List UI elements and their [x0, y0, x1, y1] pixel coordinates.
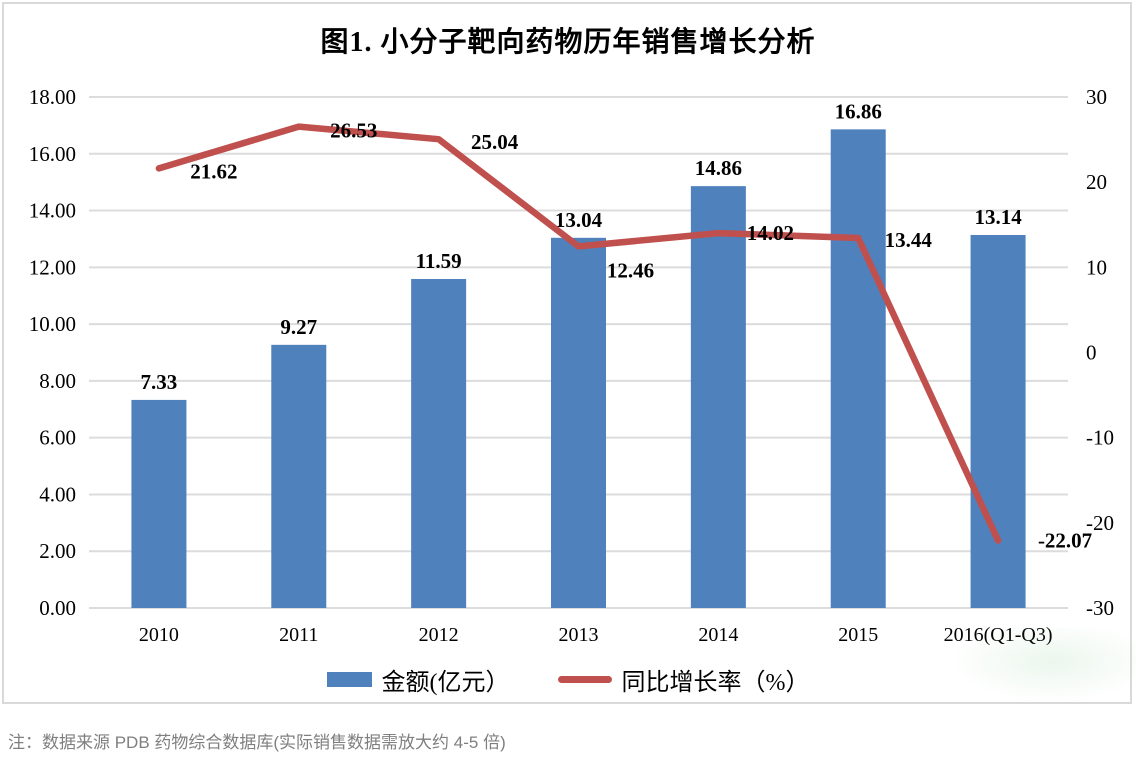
bar-value-label: 13.14: [974, 205, 1022, 229]
right-axis-tick-label: 20: [1086, 170, 1107, 194]
bar: [411, 278, 467, 608]
x-axis-label: 2012: [419, 624, 459, 646]
bar-series-swatch-icon: [326, 671, 372, 687]
line-value-label: 25.04: [471, 130, 519, 154]
data-source-note: 注：数据来源 PDB 药物综合数据库(实际销售数据需放大约 4-5 倍): [8, 733, 506, 752]
right-axis-tick-label: 30: [1086, 85, 1107, 109]
legend-item-growth-rate: 同比增长率（%）: [557, 662, 810, 697]
bar-value-label: 9.27: [280, 315, 317, 339]
bar: [131, 399, 187, 608]
line-value-label: 12.46: [607, 258, 654, 282]
left-axis-tick-label: 14.00: [29, 199, 76, 223]
bar: [690, 186, 746, 608]
left-axis-tick-label: 8.00: [39, 369, 76, 393]
bar: [271, 344, 327, 608]
right-axis-tick-label: -30: [1086, 596, 1114, 620]
left-axis-tick-label: 16.00: [29, 142, 76, 166]
x-axis-label: 2013: [559, 624, 599, 646]
x-axis-label: 2014: [698, 624, 738, 646]
bar: [551, 237, 606, 608]
line-value-label: 14.02: [747, 221, 794, 245]
left-axis-tick-label: 10.00: [29, 312, 76, 336]
chart-title: 图1. 小分子靶向药物历年销售增长分析: [320, 27, 816, 58]
bar-value-label: 7.33: [141, 370, 178, 394]
bar-value-label: 11.59: [416, 249, 462, 273]
right-axis-tick-label: -20: [1086, 511, 1114, 535]
left-axis-tick-label: 0.00: [39, 596, 76, 620]
left-axis-tick-label: 4.00: [39, 482, 76, 506]
line-value-label: -22.07: [1038, 528, 1092, 552]
line-series-swatch-icon: [557, 675, 612, 683]
bar: [830, 129, 886, 608]
left-axis-tick-label: 2.00: [39, 539, 76, 563]
x-axis-label: 2015: [838, 624, 878, 646]
x-axis-label: 2011: [279, 624, 318, 646]
right-axis-tick-label: -10: [1086, 426, 1114, 450]
bar: [970, 234, 1026, 608]
bar-value-label: 16.86: [835, 99, 882, 123]
left-axis-tick-label: 6.00: [39, 426, 76, 450]
line-value-label: 13.44: [885, 228, 933, 252]
line-value-label: 26.53: [330, 119, 377, 143]
bar-value-label: 14.86: [695, 156, 742, 180]
line-value-label: 21.62: [190, 159, 237, 183]
growth-rate-line: [155, 123, 1002, 544]
legend-label-growth-rate: 同比增长率（%）: [621, 669, 810, 696]
bar-value-label: 13.04: [555, 208, 603, 232]
x-axis-label: 2016(Q1-Q3): [944, 624, 1053, 646]
right-axis-tick-label: 10: [1086, 255, 1107, 279]
right-axis-tick-label: 0: [1086, 341, 1097, 365]
legend-item-amount: 金额(亿元）: [326, 662, 510, 697]
left-axis-tick-label: 12.00: [29, 255, 76, 279]
x-axis-label: 2010: [139, 624, 179, 646]
chart-legend: 金额(亿元） 同比增长率（%）: [0, 660, 1136, 698]
left-axis-tick-label: 18.00: [29, 85, 76, 109]
legend-label-amount: 金额(亿元）: [381, 669, 510, 696]
